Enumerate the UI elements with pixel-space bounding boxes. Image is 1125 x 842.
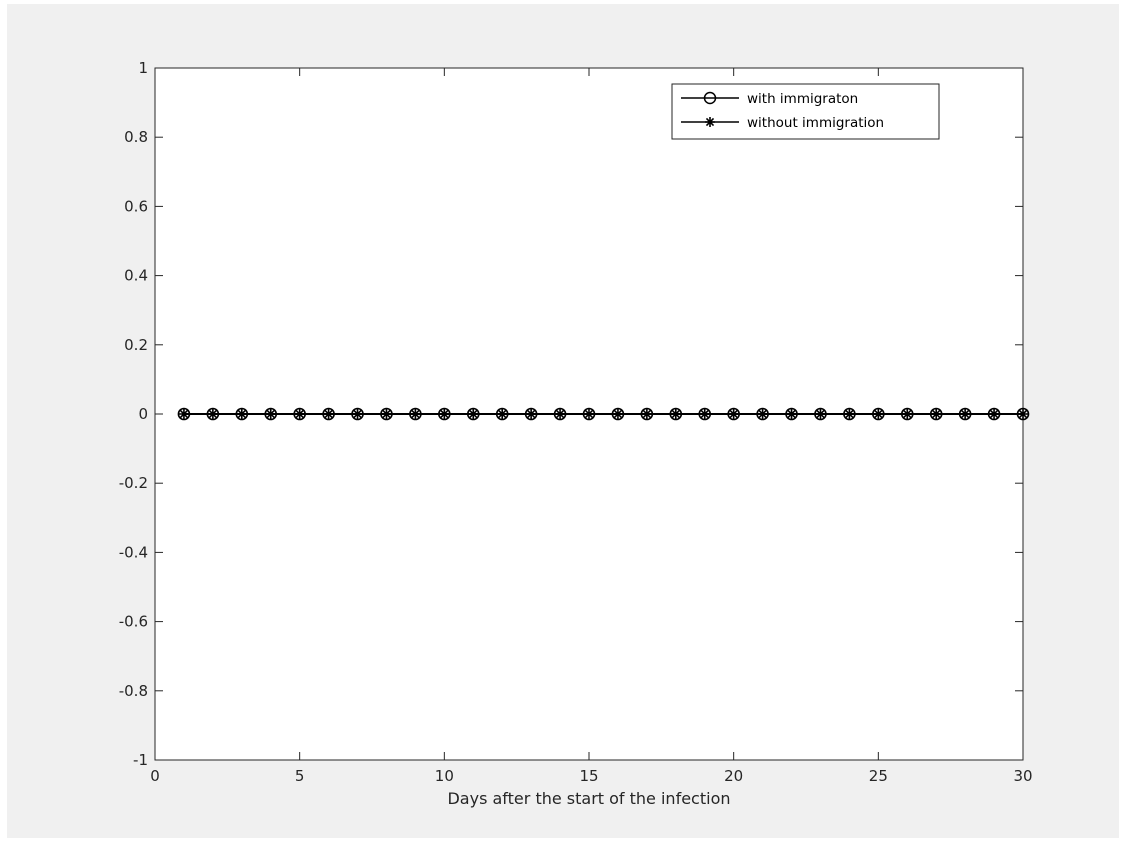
y-tick-label: 0.4 — [124, 267, 148, 285]
data-point-without-immigration — [526, 409, 537, 419]
data-point-without-immigration — [352, 409, 363, 419]
x-tick-label: 25 — [869, 767, 888, 785]
y-tick-label: 0.2 — [124, 336, 148, 354]
data-point-without-immigration — [1018, 409, 1028, 419]
star-marker-icon — [705, 117, 715, 127]
data-point-without-immigration — [497, 409, 508, 419]
data-point-without-immigration — [844, 409, 855, 419]
data-point-without-immigration — [555, 409, 566, 419]
data-point-without-immigration — [207, 409, 218, 419]
x-tick-label: 20 — [724, 767, 743, 785]
legend-label-without-immigration: without immigration — [747, 115, 884, 131]
y-tick-label: 0.6 — [124, 197, 148, 215]
x-tick-label: 0 — [150, 767, 160, 785]
data-point-without-immigration — [670, 409, 681, 419]
y-tick-label: 0 — [138, 405, 148, 423]
y-tick-label: -1 — [133, 751, 148, 769]
data-point-without-immigration — [410, 409, 421, 419]
legend-marker-with-immigraton — [703, 91, 717, 105]
y-tick-label: -0.8 — [119, 682, 148, 700]
x-tick-label: 15 — [579, 767, 598, 785]
data-point-without-immigration — [439, 409, 450, 419]
legend-box — [671, 83, 940, 140]
y-tick-label: -0.2 — [119, 474, 148, 492]
data-point-without-immigration — [178, 409, 189, 419]
series-layer — [177, 407, 1030, 421]
data-point-without-immigration — [931, 409, 942, 419]
ticks-layer: 0 5 10 15 20 25 30 -1 -0.8 -0.6 -0.4 -0.2 0 0.2 0.4 0.6… — [119, 59, 1033, 785]
figure-window: 0 5 10 15 20 25 30 -1 -0.8 -0.6 -0.4 -0.2 0 0.2 0.4 0.6… — [7, 4, 1119, 838]
data-point-without-immigration — [989, 409, 1000, 419]
data-point-without-immigration — [960, 409, 971, 419]
data-point-without-immigration — [294, 409, 305, 419]
data-point-without-immigration — [757, 409, 768, 419]
legend: with immigraton without immigration — [671, 83, 940, 140]
data-point-without-immigration — [786, 409, 797, 419]
legend-marker-without-immigration — [705, 117, 715, 127]
data-point-without-immigration — [815, 409, 826, 419]
data-point-without-immigration — [873, 409, 884, 419]
y-tick-label: 0.8 — [124, 128, 148, 146]
data-point-without-immigration — [468, 409, 479, 419]
data-point-without-immigration — [612, 409, 623, 419]
data-point-without-immigration — [265, 409, 276, 419]
x-axis-label: Days after the start of the infection — [447, 789, 730, 808]
line-chart: 0 5 10 15 20 25 30 -1 -0.8 -0.6 -0.4 -0.2 0 0.2 0.4 0.6… — [119, 59, 1033, 808]
y-tick-label: -0.4 — [119, 543, 148, 561]
x-tick-label: 5 — [295, 767, 305, 785]
data-point-without-immigration — [381, 409, 392, 419]
data-point-without-immigration — [728, 409, 739, 419]
data-point-without-immigration — [902, 409, 913, 419]
data-point-without-immigration — [584, 409, 594, 419]
legend-label-with-immigraton: with immigraton — [747, 91, 858, 107]
y-tick-label: -0.6 — [119, 613, 148, 631]
x-tick-label: 10 — [435, 767, 454, 785]
data-point-without-immigration — [323, 409, 334, 419]
data-point-without-immigration — [236, 409, 247, 419]
x-tick-label: 30 — [1013, 767, 1032, 785]
data-point-without-immigration — [641, 409, 652, 419]
y-tick-label: 1 — [138, 59, 148, 77]
data-point-without-immigration — [699, 409, 710, 419]
